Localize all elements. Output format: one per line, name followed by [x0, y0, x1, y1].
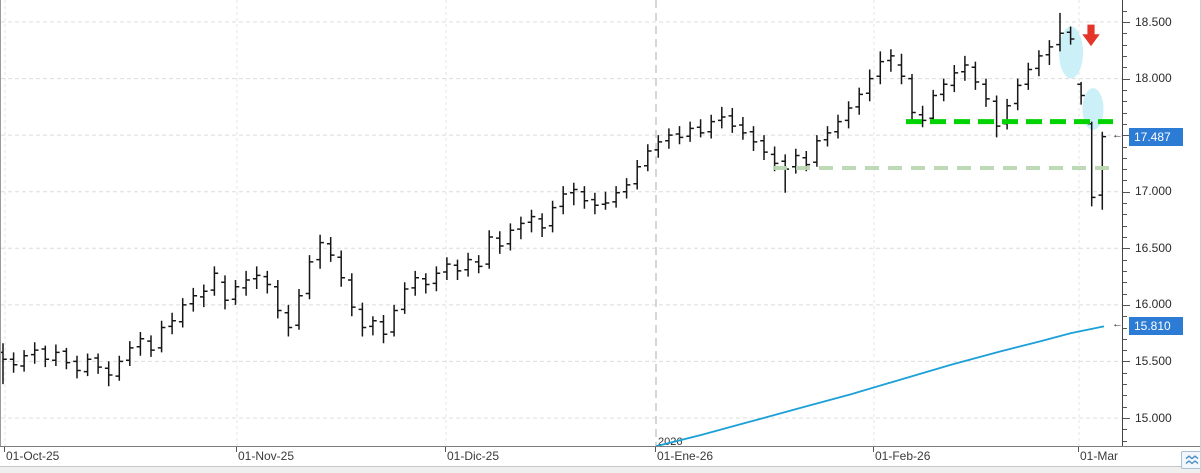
- last-price-value: 17.487: [1134, 129, 1171, 144]
- price-axis-tick: [1123, 44, 1127, 46]
- price-axis-tick: [1123, 55, 1127, 57]
- date-axis-label: 01-Dic-25: [447, 449, 500, 463]
- price-axis-tick: [1123, 418, 1130, 419]
- price-axis-tick: [1123, 406, 1127, 408]
- price-axis-label: 18.500: [1135, 14, 1172, 29]
- price-axis-tick: [1123, 372, 1127, 374]
- price-axis-tick: [1123, 350, 1127, 352]
- price-axis-tick: [1123, 248, 1130, 250]
- date-axis-label: 01-Mar: [1080, 449, 1119, 463]
- trend-value: 15.810: [1134, 319, 1171, 334]
- date-axis-tick: [445, 447, 446, 452]
- price-axis-tick: [1123, 282, 1127, 284]
- price-axis-tick: [1123, 123, 1127, 125]
- trend-value-marker: 15.810: [1129, 317, 1183, 336]
- date-axis-label: 01-Nov-25: [238, 449, 295, 463]
- price-axis-tick: [1123, 203, 1127, 204]
- price-axis-label: 15.000: [1135, 410, 1172, 425]
- price-axis-label: 18.000: [1135, 71, 1172, 86]
- date-axis-label: 01-Ene-26: [657, 449, 714, 463]
- price-axis-tick: [1123, 384, 1127, 386]
- date-axis-label: 01-Feb-26: [875, 449, 931, 463]
- zigzag-compress-icon: [1185, 455, 1199, 465]
- date-axis-label: 01-Oct-25: [6, 449, 60, 463]
- left-arrow-icon: ←: [1112, 318, 1123, 331]
- date-axis-tick: [655, 447, 656, 452]
- price-axis-tick: [1123, 22, 1130, 23]
- price-axis-label: 17.000: [1135, 184, 1172, 199]
- axis-compress-button[interactable]: [1181, 451, 1200, 469]
- price-axis-tick: [1123, 214, 1127, 216]
- price-axis-tick: [1123, 361, 1130, 363]
- price-axis-tick: [1123, 327, 1127, 329]
- price-axis-tick: [1123, 112, 1127, 114]
- price-axis-tick: [1123, 429, 1127, 431]
- price-chart-area[interactable]: 2026: [0, 0, 1122, 446]
- left-arrow-icon: ←: [1112, 128, 1123, 141]
- last-price-marker: 17.487: [1129, 127, 1183, 146]
- price-axis-tick: [1123, 135, 1130, 137]
- status-strip: [0, 466, 1200, 473]
- price-axis-tick: [1123, 395, 1127, 397]
- price-axis-tick: [1123, 304, 1130, 306]
- price-axis-tick: [1123, 33, 1127, 35]
- price-axis-tick: [1123, 440, 1127, 442]
- price-axis-tick: [1123, 338, 1127, 340]
- date-axis-tick: [1078, 447, 1079, 452]
- price-axis-tick: [1123, 259, 1127, 261]
- price-axis-label: 16.000: [1135, 297, 1172, 312]
- price-axis-tick: [1123, 89, 1127, 91]
- price-axis-tick: [1123, 270, 1127, 272]
- price-axis-tick: [1123, 101, 1127, 103]
- date-axis-tick: [4, 447, 5, 452]
- price-axis-tick: [1123, 169, 1127, 171]
- price-axis-label: 15.500: [1135, 353, 1172, 368]
- price-axis-tick: [1123, 191, 1130, 193]
- date-axis-tick: [873, 447, 874, 452]
- price-axis-tick: [1123, 293, 1127, 295]
- price-axis-tick: [1123, 180, 1127, 182]
- price-axis-label: 16.500: [1135, 240, 1172, 255]
- price-axis-tick: [1123, 78, 1130, 80]
- year-label: 2026: [658, 436, 682, 446]
- ohlc-chart-canvas[interactable]: 2026: [1, 0, 1122, 446]
- price-axis[interactable]: 15.00015.50016.00016.50017.00017.50018.0…: [1122, 0, 1200, 446]
- price-axis-tick: [1123, 316, 1127, 318]
- red-down-arrow-icon: [1080, 23, 1102, 48]
- price-axis-tick: [1123, 10, 1127, 12]
- price-axis-tick: [1123, 146, 1127, 148]
- price-axis-tick: [1123, 225, 1127, 227]
- date-axis-tick: [236, 447, 237, 452]
- price-axis-tick: [1123, 67, 1127, 69]
- date-axis[interactable]: 01-Oct-25 01-Nov-25 01-Dic-25 01-Ene-26 01-F…: [0, 446, 1200, 466]
- price-axis-tick: [1123, 237, 1127, 238]
- price-axis-tick: [1123, 157, 1127, 159]
